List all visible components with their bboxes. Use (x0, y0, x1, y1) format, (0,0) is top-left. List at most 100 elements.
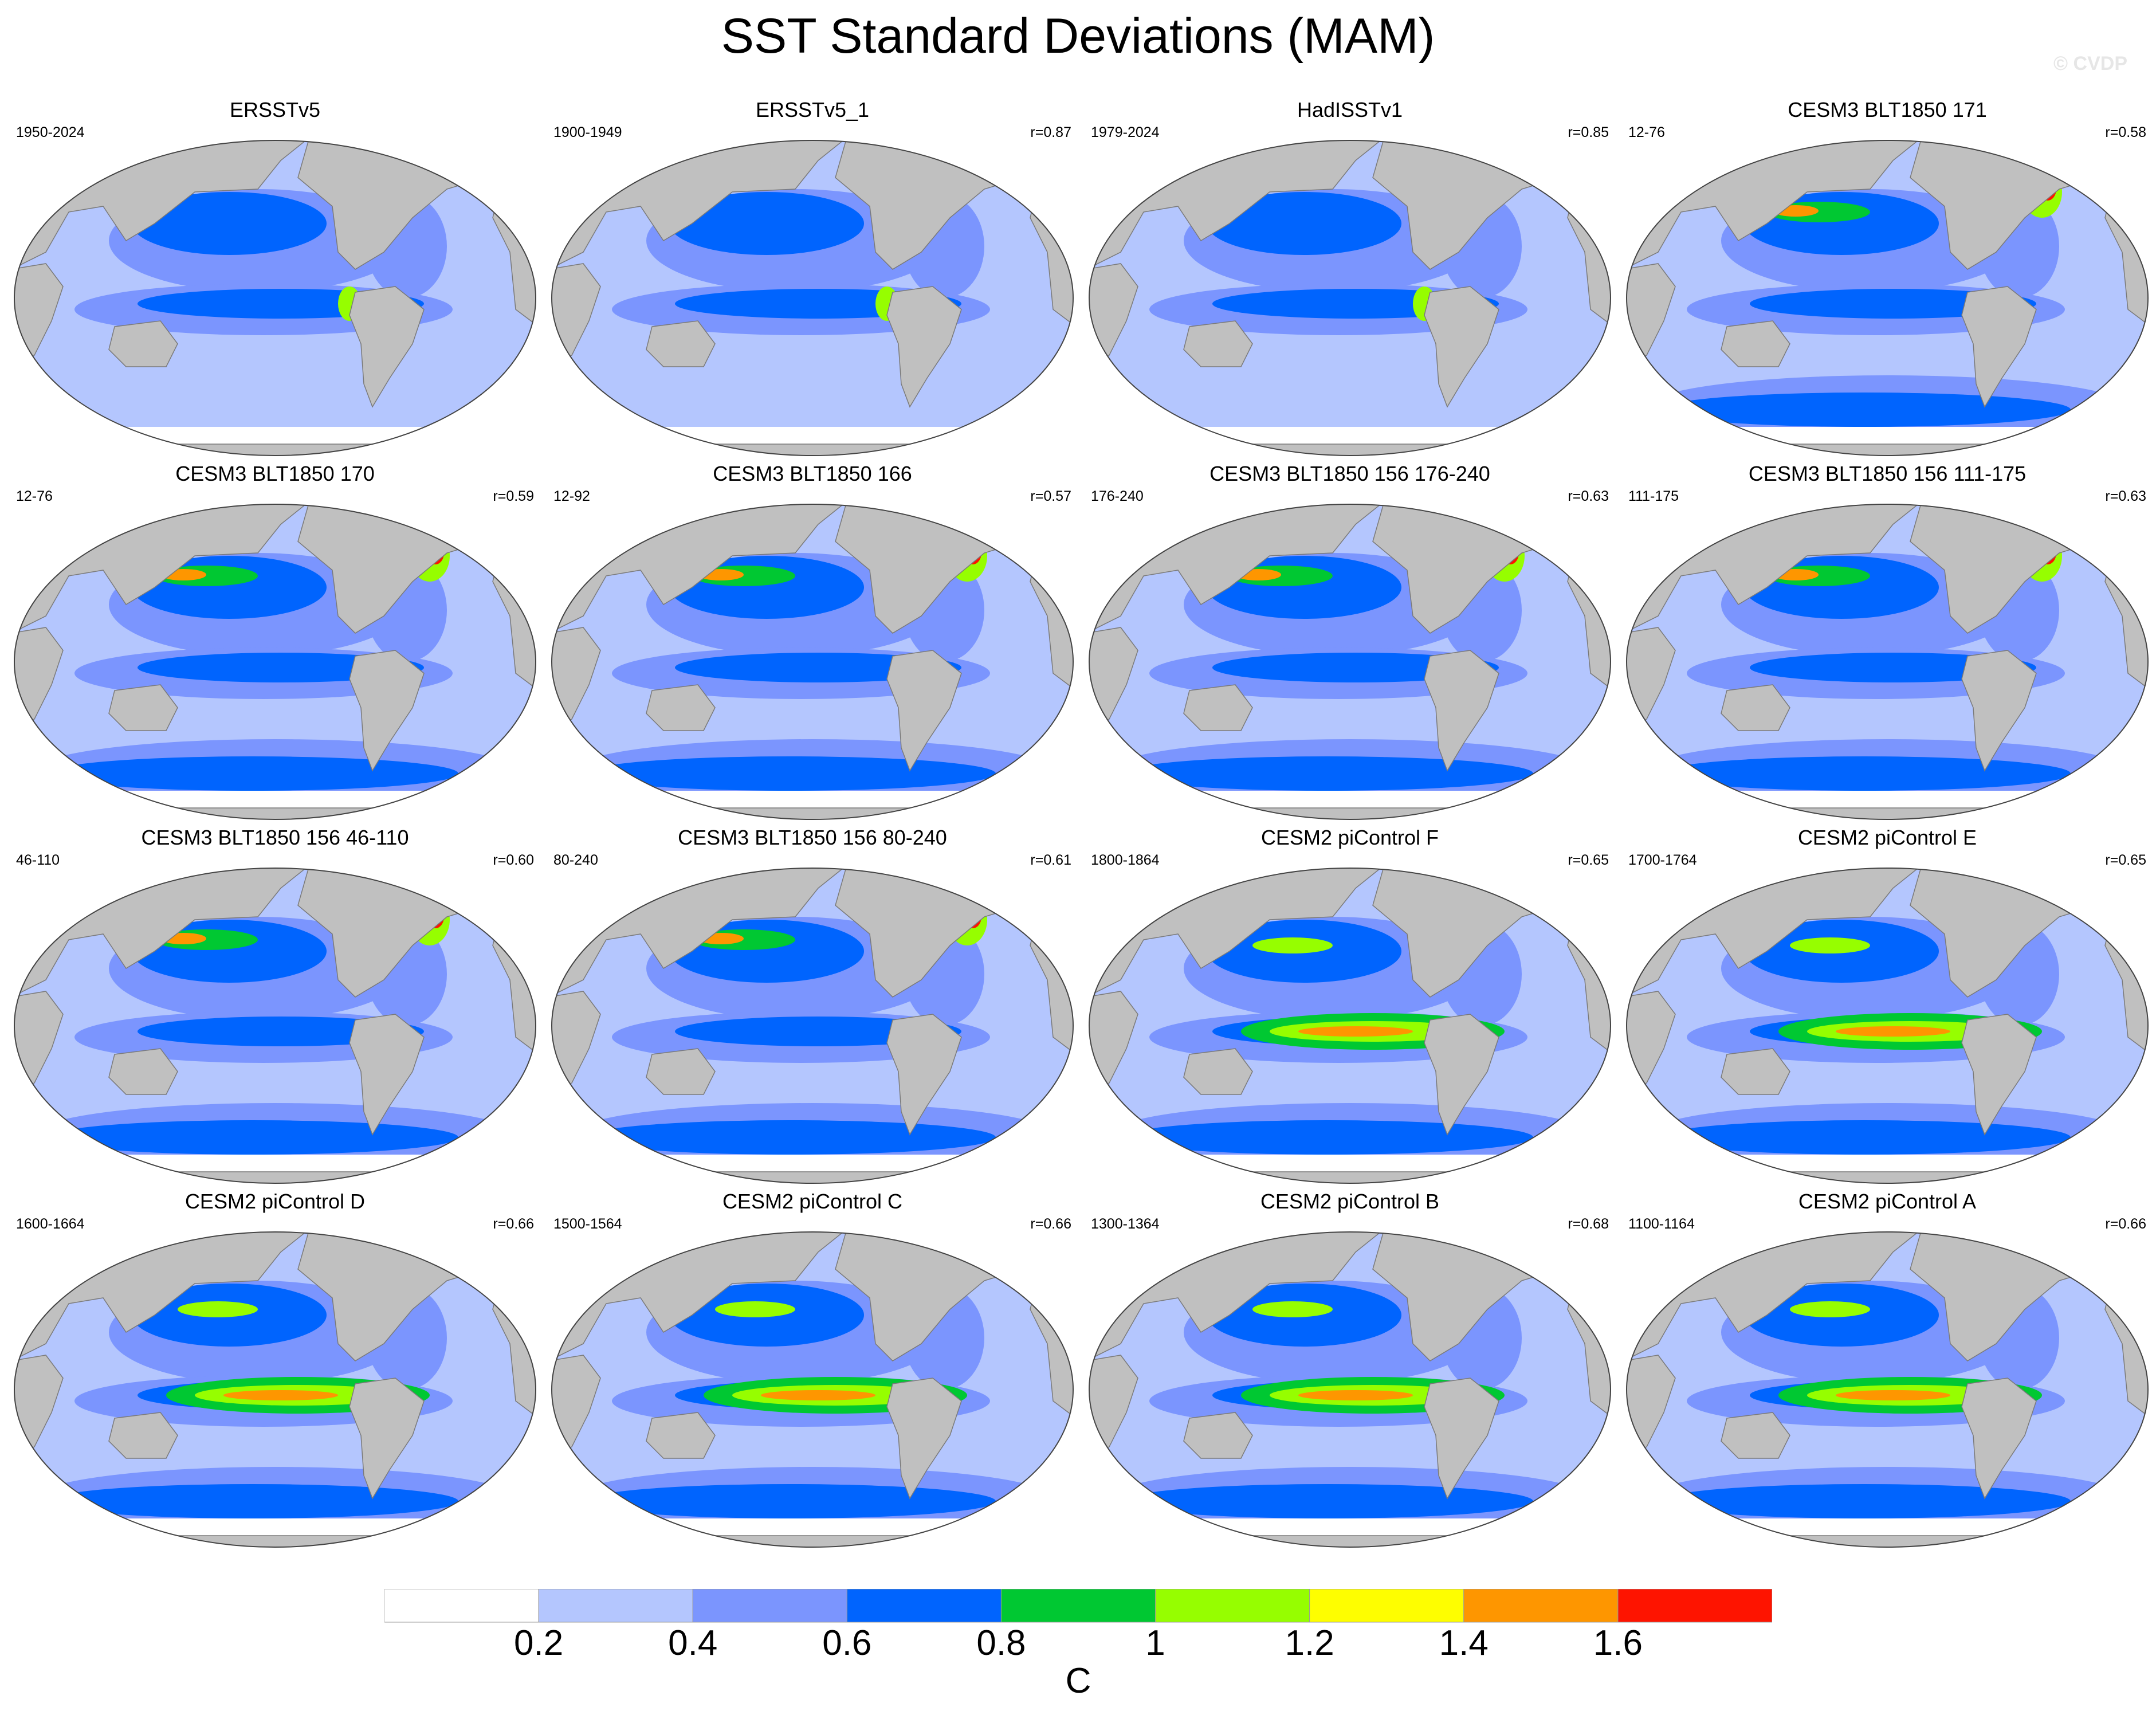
panel-pattern-correlation: r=0.58 (2105, 124, 2146, 140)
southern-ocean-band (46, 756, 458, 791)
map-outline (1089, 868, 1611, 1184)
kuroshio-extension-band (669, 192, 864, 255)
panel-pattern-correlation: r=0.61 (1030, 852, 1071, 868)
sst-map (1089, 1231, 1611, 1548)
south-america-land (1961, 1378, 2037, 1500)
sst-map (551, 504, 1074, 820)
southern-ocean-band (583, 1120, 996, 1155)
colorbar-swatch (846, 1589, 1002, 1623)
australia-land (646, 684, 716, 731)
map-outline (14, 1231, 536, 1548)
south-america-land (349, 286, 425, 408)
kuroshio-core (1252, 1301, 1333, 1317)
map-outline (14, 504, 536, 820)
map-panel: CESM2 piControl E 1700-1764 r=0.65 (1618, 825, 2156, 1186)
south-america-land (1424, 1378, 1499, 1500)
antarctica-land (1089, 1535, 1611, 1547)
colorbar-swatch (1617, 1589, 1772, 1623)
panel-pattern-correlation: r=0.85 (1568, 124, 1609, 140)
sst-map (1089, 140, 1611, 456)
map-outline (14, 140, 536, 456)
panel-years: 12-76 (16, 488, 53, 504)
colorbar-tick-label: 1.6 (1593, 1623, 1643, 1663)
colorbar-swatch (538, 1589, 693, 1623)
colorbar (384, 1589, 1772, 1623)
kuroshio-core (1252, 937, 1333, 953)
map-outline (551, 1231, 1074, 1548)
panel-title: CESM2 piControl E (1797, 826, 1977, 849)
panel-years: 12-76 (1628, 124, 1665, 140)
south-america-land (886, 286, 962, 408)
antarctica-land (14, 1535, 536, 1547)
australia-land (108, 1412, 178, 1459)
australia-land (108, 320, 178, 367)
map-panel: ERSSTv5_1 1900-1949 r=0.87 (543, 97, 1082, 458)
panel-pattern-correlation: r=0.63 (1568, 488, 1609, 504)
panel-title: CESM2 piControl A (1798, 1190, 1977, 1213)
panel-title: HadISSTv1 (1297, 98, 1403, 121)
panel-years: 1979-2024 (1091, 124, 1160, 140)
antarctica-land (1627, 444, 2148, 456)
kuroshio-core (1790, 1301, 1870, 1317)
figure-title: SST Standard Deviations (MAM) (721, 9, 1435, 64)
colorbar-swatch (384, 1589, 539, 1623)
colorbar-tick-label: 1.4 (1439, 1623, 1489, 1663)
south-america-land (886, 1014, 962, 1136)
panel-years: 46-110 (16, 852, 60, 868)
panel-years: 1900-1949 (553, 124, 622, 140)
panel-pattern-correlation: r=0.63 (2105, 488, 2146, 504)
panel-pattern-correlation: r=0.66 (1030, 1216, 1071, 1232)
panel-title: CESM2 piControl C (722, 1190, 903, 1213)
antarctica-land (1089, 1171, 1611, 1183)
colorbar-swatch (1463, 1589, 1619, 1623)
panel-pattern-correlation: r=0.65 (2105, 852, 2146, 868)
south-america-land (1961, 650, 2037, 772)
australia-land (1183, 1048, 1253, 1095)
australia-land (1721, 684, 1790, 731)
panel-pattern-correlation: r=0.65 (1568, 852, 1609, 868)
kuroshio-extension-band (132, 192, 327, 255)
south-america-land (1424, 1014, 1499, 1136)
antarctica-land (552, 807, 1073, 819)
panel-years: 1800-1864 (1091, 852, 1160, 868)
colorbar-swatch (1155, 1589, 1310, 1623)
panel-title: CESM3 BLT1850 156 80-240 (678, 826, 947, 849)
south-america-land (1424, 286, 1499, 408)
panel-title: CESM3 BLT1850 156 46-110 (141, 826, 409, 849)
colorbar-tick-label: 1 (1145, 1623, 1165, 1663)
map-outline (1089, 504, 1611, 820)
sst-map (14, 140, 536, 456)
kuroshio-extension-band (1207, 192, 1401, 255)
sst-map (14, 868, 536, 1184)
kuroshio-core (1790, 937, 1870, 953)
southern-ocean-band (1121, 1120, 1533, 1155)
sst-map (1626, 1231, 2149, 1548)
antarctica-land (552, 1535, 1073, 1547)
south-america-land (1961, 1014, 2037, 1136)
sst-map (1626, 868, 2149, 1184)
south-america-land (349, 650, 425, 772)
antarctica-land (14, 444, 536, 456)
panel-years: 1300-1364 (1091, 1216, 1160, 1232)
southern-ocean-variability (34, 375, 516, 438)
south-america-land (349, 1378, 425, 1500)
sst-map (551, 140, 1074, 456)
map-panel: CESM2 piControl C 1500-1564 r=0.66 (543, 1189, 1082, 1550)
panel-pattern-correlation: r=0.68 (1568, 1216, 1609, 1232)
antarctica-land (1627, 1535, 2148, 1547)
colorbar-swatch (1309, 1589, 1464, 1623)
map-panel: HadISSTv1 1979-2024 r=0.85 (1081, 97, 1619, 458)
colorbar-swatch (1000, 1589, 1156, 1623)
panel-title: CESM2 piControl B (1260, 1190, 1440, 1213)
colorbar-tick-label: 0.8 (976, 1623, 1026, 1663)
map-panel: CESM3 BLT1850 171 12-76 r=0.58 (1618, 97, 2156, 458)
map-panel: CESM3 BLT1850 156 176-240 176-240 r=0.63 (1081, 461, 1619, 822)
colorbar-tick-label: 0.2 (514, 1623, 564, 1663)
map-panel: CESM2 piControl B 1300-1364 r=0.68 (1081, 1189, 1619, 1550)
australia-land (108, 684, 178, 731)
australia-land (1183, 1412, 1253, 1459)
panel-title: ERSSTv5 (229, 98, 321, 121)
south-america-land (349, 1014, 425, 1136)
australia-land (1721, 1412, 1790, 1459)
sst-map (551, 868, 1074, 1184)
